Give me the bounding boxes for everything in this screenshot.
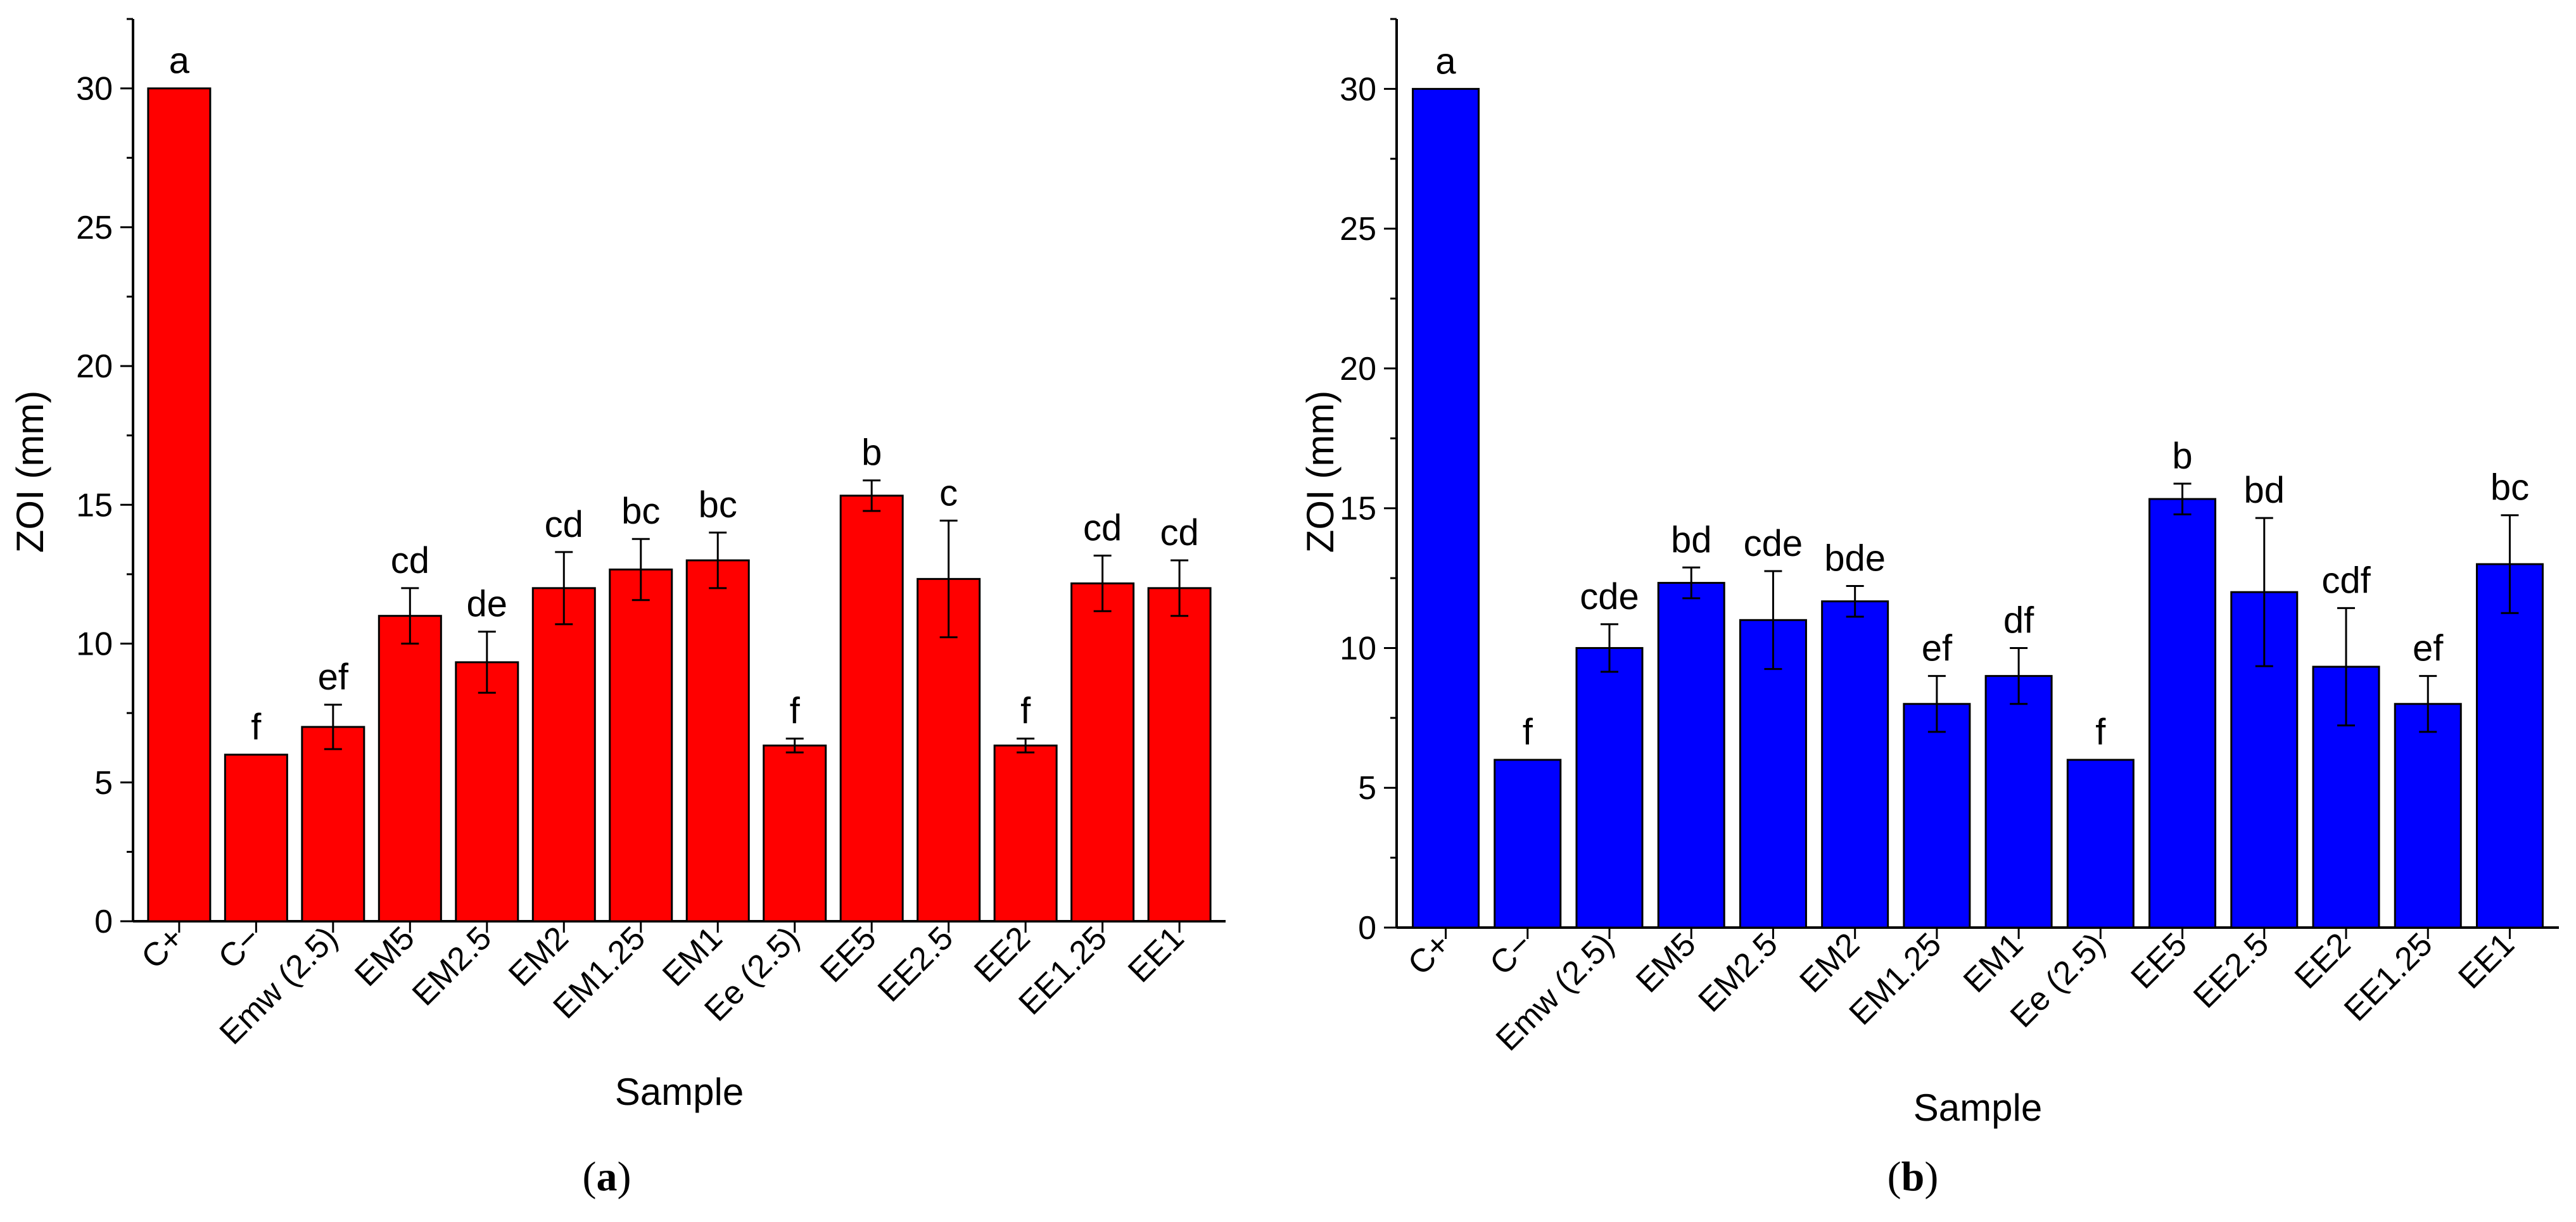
significance-label: bc bbox=[699, 484, 737, 526]
panel-label-letter: b bbox=[1901, 1154, 1925, 1200]
category-label: EE5 bbox=[2124, 926, 2195, 996]
bar bbox=[531, 587, 596, 923]
y-axis-title: ZOI (mm) bbox=[9, 391, 51, 553]
significance-label: bc bbox=[621, 491, 660, 532]
bar bbox=[147, 87, 212, 923]
y-tick-label: 0 bbox=[1358, 910, 1376, 947]
category-label: EE2 bbox=[967, 919, 1037, 990]
y-tick-label: 25 bbox=[1340, 211, 1376, 248]
panel-label-close-paren: ) bbox=[1924, 1154, 1938, 1200]
y-tick-label: 30 bbox=[76, 71, 113, 108]
significance-label: ef bbox=[1922, 628, 1953, 669]
bar bbox=[301, 726, 365, 923]
significance-label: cd bbox=[1083, 508, 1122, 549]
x-axis-title: Sample bbox=[1913, 1087, 2042, 1129]
category-label: EM2.5 bbox=[1692, 926, 1785, 1019]
category-label: EE2 bbox=[2288, 926, 2358, 996]
bar bbox=[378, 615, 442, 923]
category-label: EE1.25 bbox=[1012, 919, 1114, 1022]
bar bbox=[993, 744, 1058, 923]
significance-label: cde bbox=[1744, 523, 1803, 564]
category-label: EM1.25 bbox=[1843, 926, 1949, 1032]
category-label: C− bbox=[212, 919, 268, 976]
significance-label: cdf bbox=[2321, 560, 2371, 601]
bar bbox=[1412, 87, 1480, 929]
significance-label: b bbox=[2172, 436, 2192, 477]
panel-label-letter: a bbox=[597, 1154, 618, 1200]
significance-label: cde bbox=[1580, 576, 1639, 617]
bar bbox=[455, 661, 519, 923]
significance-label: f bbox=[251, 707, 262, 748]
bar bbox=[839, 494, 904, 923]
significance-label: bd bbox=[2244, 470, 2285, 511]
category-label: C+ bbox=[1401, 926, 1457, 982]
significance-label: bde bbox=[1824, 538, 1886, 579]
significance-label: cd bbox=[1160, 512, 1198, 553]
category-label: C+ bbox=[134, 919, 191, 976]
panel-label-close-paren: ) bbox=[618, 1154, 631, 1200]
bar bbox=[224, 753, 288, 923]
y-tick-label: 15 bbox=[1340, 491, 1376, 527]
significance-label: df bbox=[2003, 600, 2034, 641]
significance-label: ef bbox=[318, 657, 349, 698]
significance-label: ef bbox=[2413, 628, 2444, 669]
bar bbox=[1657, 582, 1725, 929]
y-axis-title: ZOI (mm) bbox=[1299, 391, 1342, 553]
bar bbox=[1575, 646, 1644, 929]
bar bbox=[1821, 600, 1889, 929]
significance-label: de bbox=[467, 584, 508, 625]
significance-label: a bbox=[169, 41, 190, 82]
bar bbox=[2475, 563, 2544, 929]
bar bbox=[1739, 619, 1807, 929]
y-tick-label: 25 bbox=[76, 210, 113, 246]
significance-label: f bbox=[2095, 712, 2106, 753]
bar bbox=[1494, 759, 1562, 929]
bar bbox=[763, 744, 827, 923]
category-label: EE2.5 bbox=[2186, 926, 2276, 1015]
bar bbox=[2394, 703, 2462, 929]
significance-label: c bbox=[939, 472, 958, 513]
significance-label: f bbox=[790, 690, 801, 731]
category-label: C− bbox=[1483, 926, 1539, 982]
y-tick-label: 20 bbox=[1340, 351, 1376, 387]
category-label: EE5 bbox=[813, 919, 884, 990]
panel-label-open-paren: ( bbox=[583, 1154, 597, 1200]
y-tick-label: 10 bbox=[76, 626, 113, 663]
significance-label: cd bbox=[391, 540, 429, 581]
category-label: EE2.5 bbox=[871, 919, 960, 1009]
y-tick-label: 5 bbox=[94, 765, 113, 802]
category-label: EM2.5 bbox=[405, 919, 498, 1012]
y-tick-label: 30 bbox=[1340, 71, 1376, 108]
significance-label: a bbox=[1435, 41, 1456, 82]
y-tick-label: 10 bbox=[1340, 630, 1376, 667]
significance-label: bc bbox=[2490, 467, 2529, 508]
y-tick-label: 20 bbox=[76, 348, 113, 385]
category-label: EE1 bbox=[1121, 919, 1191, 990]
bar bbox=[1984, 675, 2053, 929]
bar bbox=[1903, 703, 1971, 929]
significance-label: f bbox=[1523, 712, 1533, 753]
panel-label: (a) bbox=[583, 1154, 631, 1200]
bar bbox=[609, 568, 673, 923]
significance-label: f bbox=[1020, 690, 1031, 731]
x-axis-title: Sample bbox=[615, 1071, 744, 1113]
significance-label: bd bbox=[1671, 519, 1712, 560]
category-label: EE1.25 bbox=[2337, 926, 2440, 1028]
significance-label: cd bbox=[545, 504, 583, 545]
bar bbox=[2148, 498, 2217, 929]
bar bbox=[2066, 759, 2135, 929]
bar bbox=[1070, 582, 1135, 923]
significance-label: b bbox=[861, 432, 882, 474]
panel-label-open-paren: ( bbox=[1888, 1154, 1901, 1200]
bar bbox=[1147, 587, 1212, 923]
y-tick-label: 0 bbox=[94, 904, 113, 940]
category-label: EE1 bbox=[2451, 926, 2522, 996]
y-tick-label: 15 bbox=[76, 487, 113, 524]
y-tick-label: 5 bbox=[1358, 770, 1376, 807]
panel-label: (b) bbox=[1888, 1154, 1939, 1200]
bar bbox=[685, 559, 750, 923]
